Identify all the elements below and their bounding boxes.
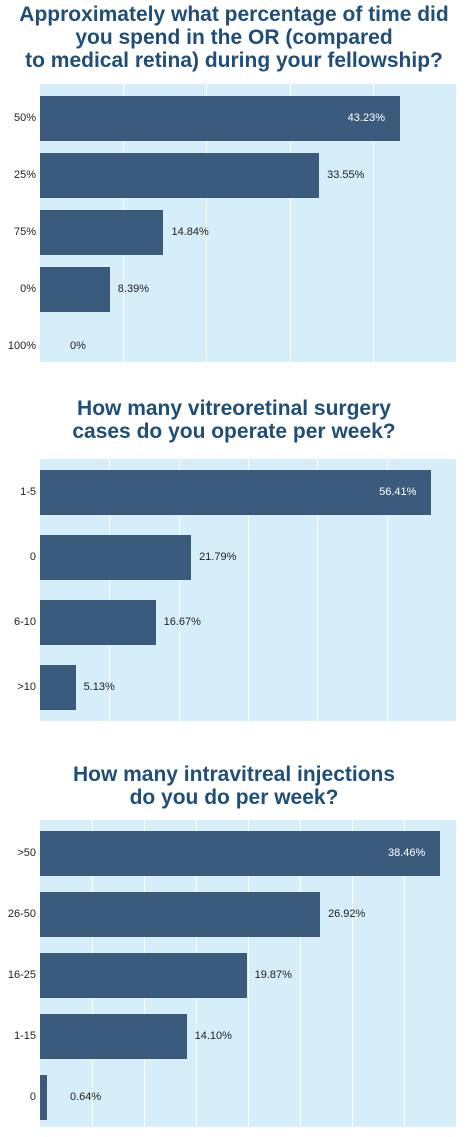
- bar: [40, 952, 247, 998]
- value-label: 21.79%: [199, 551, 237, 563]
- chart-injections: How many intravitreal injections do you …: [0, 730, 468, 1137]
- title-line: Approximately what percentage of time di…: [19, 3, 449, 26]
- plot-area: 38.46% 26.92% 19.87% 14.10% 0.64%: [40, 820, 456, 1127]
- chart-or-time: Approximately what percentage of time di…: [0, 0, 468, 370]
- title-line: do you do per week?: [129, 786, 339, 809]
- title-line: cases do you operate per week?: [72, 420, 396, 443]
- value-label: 14.84%: [171, 226, 209, 238]
- category-label: 75%: [13, 226, 36, 238]
- gridline: [109, 459, 111, 721]
- value-label: 14.10%: [194, 1030, 232, 1042]
- value-label: 33.55%: [327, 169, 365, 181]
- bar: [40, 266, 110, 312]
- gridline: [206, 84, 208, 362]
- gridline: [317, 459, 319, 721]
- bar: [40, 469, 432, 515]
- title-line: you spend in the OR (compared: [75, 26, 393, 49]
- bar: [40, 152, 320, 198]
- bar: [40, 209, 164, 255]
- plot-area: 43.23% 33.55% 14.84% 8.39% 0%: [40, 84, 456, 362]
- category-label: 0%: [20, 283, 36, 295]
- category-label: >50: [17, 847, 36, 859]
- value-label: 8.39%: [117, 283, 149, 295]
- gridline: [289, 84, 291, 362]
- value-label: 5.13%: [83, 681, 115, 693]
- title-line: How many intravitreal injections: [72, 763, 396, 786]
- category-label: 1-15: [13, 1030, 36, 1042]
- title-line: How many vitreoretinal surgery: [77, 397, 391, 420]
- category-label: 50%: [13, 112, 36, 124]
- gridline: [404, 820, 405, 1127]
- bar: [40, 830, 440, 876]
- bar: [40, 599, 156, 645]
- gridline: [248, 459, 249, 721]
- category-label: 0: [29, 1091, 36, 1103]
- chart-title: How many intravitreal injections do you …: [0, 763, 468, 809]
- bar: [40, 664, 76, 710]
- category-label: 16-25: [7, 969, 36, 981]
- chart-title: Approximately what percentage of time di…: [0, 3, 468, 72]
- value-label: 0.64%: [70, 1091, 102, 1103]
- category-label: 25%: [13, 169, 36, 181]
- category-label: 1-5: [20, 486, 36, 498]
- bar: [40, 95, 400, 141]
- chart-surgery-cases: How many vitreoretinal surgery cases do …: [0, 370, 468, 730]
- value-label: 19.87%: [254, 969, 292, 981]
- gridline: [372, 84, 374, 362]
- category-label: 26-50: [7, 908, 36, 920]
- plot-area: 56.41% 21.79% 16.67% 5.13%: [40, 459, 456, 721]
- gridline: [300, 820, 301, 1127]
- value-label: 26.92%: [327, 908, 366, 920]
- value-label: 56.41%: [379, 486, 417, 498]
- value-label: 16.67%: [163, 616, 201, 628]
- value-label: 0%: [70, 340, 86, 352]
- bar: [40, 1074, 47, 1120]
- bar: [40, 534, 192, 580]
- gridline: [178, 459, 180, 721]
- gridline: [352, 820, 353, 1127]
- gridline: [386, 459, 388, 721]
- value-label: 38.46%: [387, 847, 426, 859]
- category-label: 0: [29, 551, 36, 563]
- value-label: 43.23%: [347, 112, 385, 124]
- gridline: [248, 820, 249, 1127]
- bar: [40, 1013, 187, 1059]
- category-label: >10: [17, 681, 36, 693]
- category-label: 100%: [7, 340, 36, 352]
- category-label: 6-10: [13, 616, 36, 628]
- bar: [40, 891, 320, 937]
- title-line: to medical retina) during your fellowshi…: [25, 49, 443, 72]
- chart-title: How many vitreoretinal surgery cases do …: [0, 397, 468, 443]
